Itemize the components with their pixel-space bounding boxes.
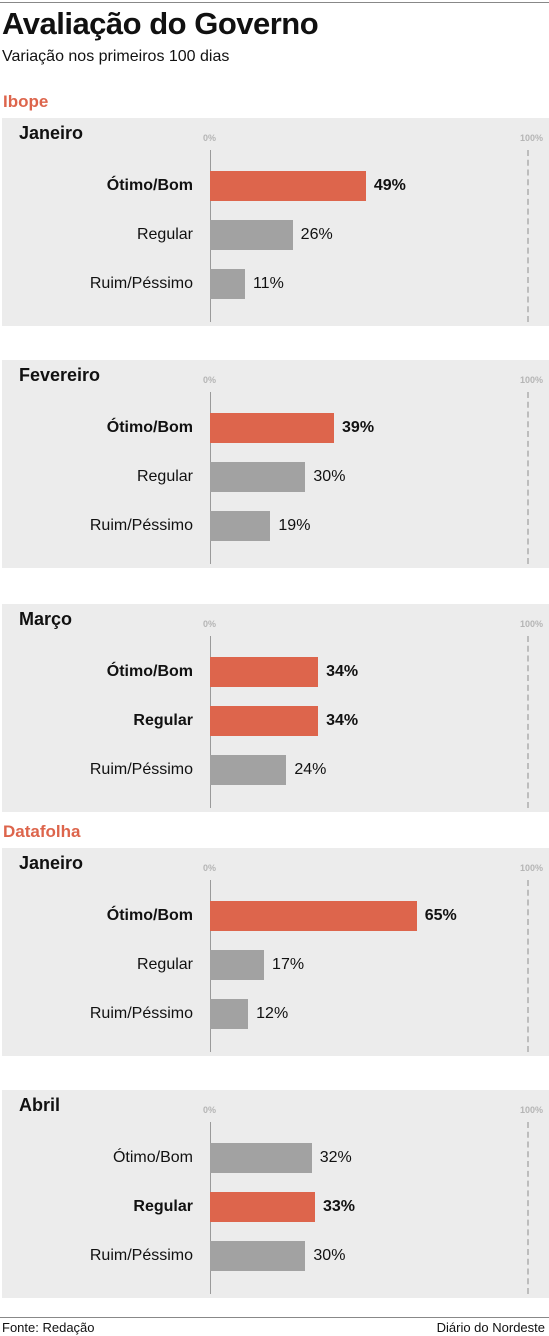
- chart-subtitle: Variação nos primeiros 100 dias: [2, 48, 230, 65]
- hundred-percent-line: [527, 1122, 529, 1294]
- poll-panel: Abril 0% 100% Ótimo/Bom 32% Regular 33% Ruim/Pé…: [2, 1090, 549, 1298]
- category-label: Ruim/Péssimo: [89, 517, 193, 534]
- category-label: Ruim/Péssimo: [89, 1005, 193, 1022]
- bar: [210, 511, 271, 541]
- axis-label-0: 0%: [203, 1105, 217, 1115]
- category-label: Ótimo/Bom: [106, 177, 193, 194]
- axis-label-100: 100%: [519, 863, 543, 873]
- category-label: Regular: [133, 712, 193, 729]
- bar: [210, 220, 293, 250]
- category-label: Ótimo/Bom: [106, 907, 193, 924]
- axis-label-0: 0%: [203, 375, 217, 385]
- value-label: 17%: [272, 956, 305, 973]
- bar: [210, 171, 366, 201]
- axis-label-100: 100%: [519, 375, 543, 385]
- category-label: Ótimo/Bom: [106, 663, 193, 680]
- axis-label-100: 100%: [519, 133, 543, 143]
- panel-month: Janeiro: [19, 123, 84, 143]
- bar: [210, 269, 245, 299]
- bar: [210, 706, 319, 736]
- value-label: 34%: [326, 712, 359, 729]
- poll-panel: Janeiro 0% 100% Ótimo/Bom 65% Regular 17% Ruim/…: [2, 848, 549, 1056]
- value-label: 11%: [252, 275, 284, 292]
- bar: [210, 1192, 315, 1222]
- section-label: Ibope: [3, 92, 49, 111]
- category-label: Ótimo/Bom: [106, 419, 193, 436]
- category-label: Ruim/Péssimo: [89, 761, 193, 778]
- category-label: Regular: [136, 468, 193, 485]
- bar: [210, 1241, 306, 1271]
- hundred-percent-line: [527, 636, 529, 808]
- category-label: Ruim/Péssimo: [89, 1247, 193, 1264]
- value-label: 32%: [319, 1149, 352, 1166]
- hundred-percent-line: [527, 150, 529, 322]
- bar: [210, 999, 249, 1029]
- value-label: 33%: [322, 1198, 355, 1215]
- category-label: Ruim/Péssimo: [89, 275, 193, 292]
- poll-panel: Fevereiro 0% 100% Ótimo/Bom 39% Regular 30% Rui…: [2, 360, 549, 568]
- section-label: Datafolha: [3, 822, 81, 841]
- panel-month: Fevereiro: [19, 365, 101, 385]
- value-label: 49%: [373, 177, 406, 194]
- value-label: 30%: [313, 468, 346, 485]
- panel-month: Janeiro: [19, 853, 84, 873]
- bar: [210, 657, 319, 687]
- bar: [210, 901, 417, 931]
- panel-month: Março: [19, 609, 73, 629]
- bottom-rule: [0, 1317, 549, 1318]
- poll-panel: Janeiro 0% 100% Ótimo/Bom 49% Regular 26% Ruim/…: [2, 118, 549, 326]
- top-rule: [0, 2, 549, 3]
- axis-label-0: 0%: [203, 863, 217, 873]
- hundred-percent-line: [527, 392, 529, 564]
- bar: [210, 413, 335, 443]
- value-label: 65%: [424, 907, 457, 924]
- category-label: Regular: [136, 956, 193, 973]
- publisher-credit: Diário do Nordeste: [436, 1320, 545, 1335]
- value-label: 39%: [342, 419, 375, 436]
- value-label: 30%: [313, 1247, 346, 1264]
- poll-panel: Março 0% 100% Ótimo/Bom 34% Regular 34% Ruim/Pé…: [2, 604, 549, 812]
- value-label: 12%: [256, 1005, 289, 1022]
- bar: [210, 1143, 312, 1173]
- source-note: Fonte: Redação: [2, 1320, 95, 1335]
- bar: [210, 755, 287, 785]
- bar: [210, 950, 265, 980]
- axis-label-0: 0%: [203, 619, 217, 629]
- chart-title: Avaliação do Governo: [2, 6, 319, 41]
- value-label: 19%: [278, 517, 311, 534]
- category-label: Ótimo/Bom: [112, 1149, 193, 1166]
- category-label: Regular: [133, 1198, 193, 1215]
- panel-month: Abril: [19, 1095, 61, 1115]
- value-label: 34%: [326, 663, 359, 680]
- category-label: Regular: [136, 226, 193, 243]
- hundred-percent-line: [527, 880, 529, 1052]
- axis-label-100: 100%: [519, 1105, 543, 1115]
- axis-label-0: 0%: [203, 133, 217, 143]
- bar: [210, 462, 306, 492]
- value-label: 24%: [294, 761, 327, 778]
- value-label: 26%: [300, 226, 333, 243]
- axis-label-100: 100%: [519, 619, 543, 629]
